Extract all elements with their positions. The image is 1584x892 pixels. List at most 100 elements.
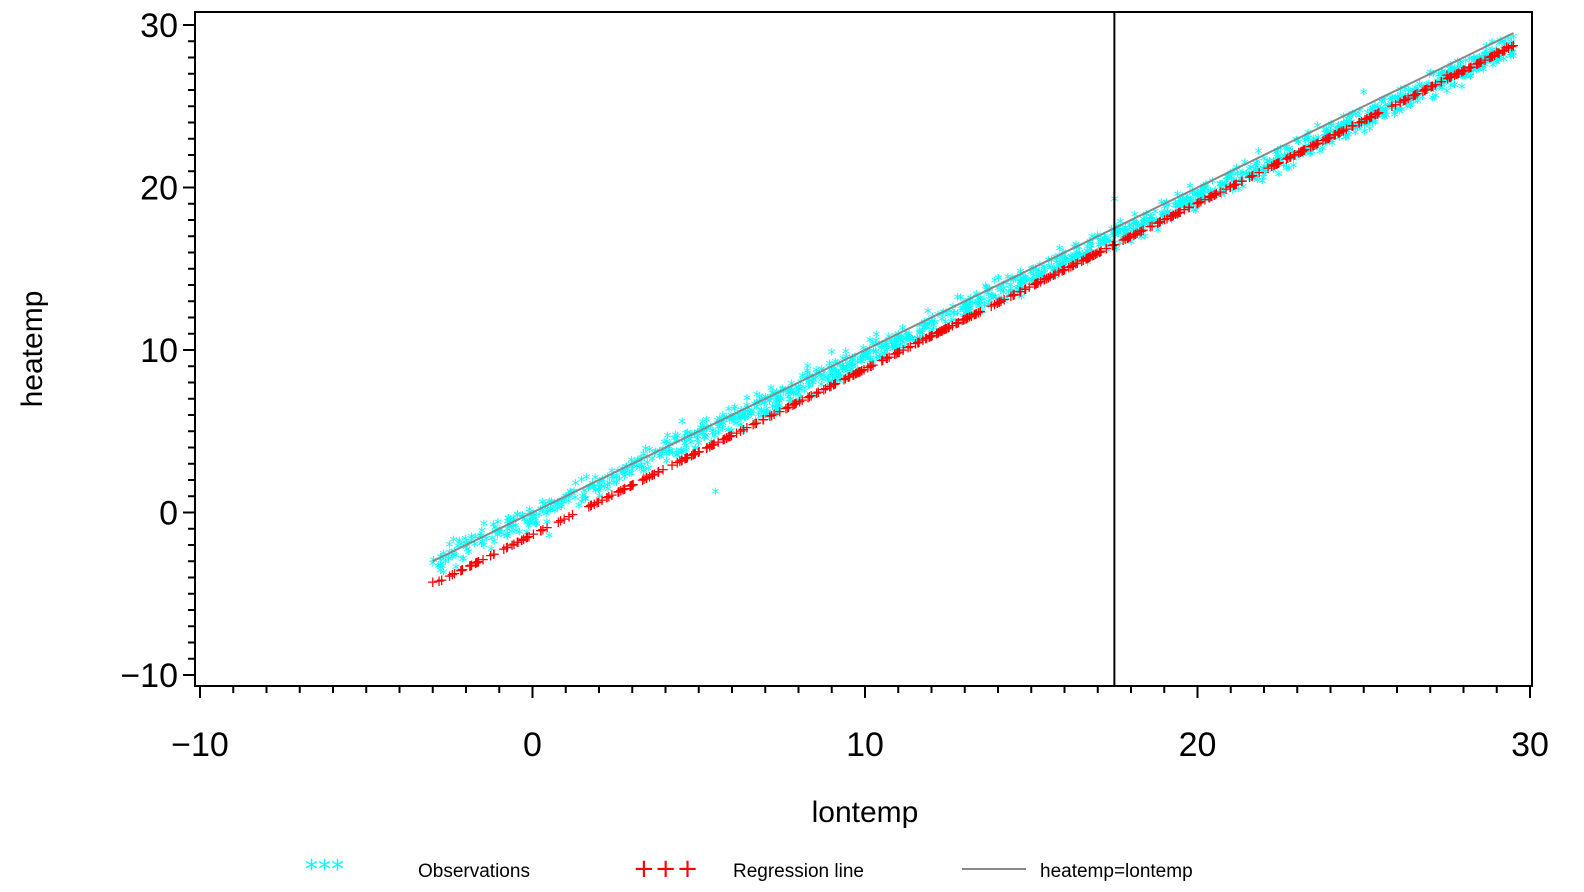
observation-point: * xyxy=(921,318,929,337)
regression-point: + xyxy=(931,324,944,342)
observation-point: * xyxy=(1507,37,1515,56)
observation-point: * xyxy=(1056,256,1064,275)
observation-point: * xyxy=(900,339,908,358)
observation-point: * xyxy=(753,395,761,414)
observation-point: * xyxy=(848,352,856,371)
regression-point: + xyxy=(707,436,720,454)
regression-point: + xyxy=(853,363,866,381)
observation-point: * xyxy=(1371,99,1379,118)
observation-point: * xyxy=(1202,178,1210,197)
regression-point: + xyxy=(998,291,1011,309)
regression-point: + xyxy=(952,313,965,331)
regression-point: + xyxy=(734,422,747,440)
observation-point: * xyxy=(1113,223,1121,242)
observation-point: * xyxy=(1352,106,1360,125)
observation-point: * xyxy=(725,401,733,420)
observation-point: * xyxy=(813,366,821,385)
observation-point: * xyxy=(619,465,627,484)
observation-point: * xyxy=(928,310,936,329)
observation-point: * xyxy=(1493,55,1501,74)
observation-point: * xyxy=(1253,154,1261,173)
observation-point: * xyxy=(839,360,847,379)
observation-point: * xyxy=(907,332,915,351)
observation-point: * xyxy=(1253,173,1261,192)
observation-point: * xyxy=(707,434,715,453)
observation-point: * xyxy=(946,304,954,323)
observation-point: * xyxy=(1269,162,1277,181)
legend-identity-label: heatemp=lontemp xyxy=(1040,861,1193,882)
observation-point: * xyxy=(1307,141,1315,160)
observation-point: * xyxy=(1501,34,1509,53)
observation-point: * xyxy=(1477,49,1485,68)
observation-point: * xyxy=(1447,57,1455,76)
observation-point: * xyxy=(1509,45,1517,64)
observation-point: * xyxy=(542,506,550,525)
regression-point: + xyxy=(747,416,760,434)
regression-point: + xyxy=(757,411,770,429)
observation-point: * xyxy=(1086,236,1094,255)
observation-point: * xyxy=(1140,215,1148,234)
observation-point: * xyxy=(1436,80,1444,99)
observation-point: * xyxy=(753,387,761,406)
regression-point: + xyxy=(517,530,530,548)
observation-point: * xyxy=(571,490,579,509)
observation-point: * xyxy=(557,497,565,516)
observation-point: * xyxy=(1498,34,1506,53)
observation-point: * xyxy=(1346,113,1354,132)
observation-point: * xyxy=(881,335,889,354)
observation-point: * xyxy=(1452,65,1460,84)
observation-point: * xyxy=(1470,51,1478,70)
observation-point: * xyxy=(1061,250,1069,269)
observation-point: * xyxy=(452,548,460,567)
regression-point: + xyxy=(1445,68,1458,86)
y-tick-label: 30 xyxy=(140,7,178,45)
regression-point: + xyxy=(506,536,519,554)
regression-point: + xyxy=(1227,176,1240,194)
regression-point: + xyxy=(1483,49,1496,67)
observation-point: * xyxy=(1396,104,1404,123)
series-observations: * ************* **************************… xyxy=(429,29,1518,583)
observation-point: * xyxy=(1387,92,1395,111)
observation-point: * xyxy=(938,312,946,331)
regression-point: + xyxy=(1067,256,1080,274)
regression-point: + xyxy=(802,388,815,406)
observation-point: * xyxy=(627,466,635,485)
observation-point: * xyxy=(1388,91,1396,110)
observation-point: * xyxy=(462,539,470,558)
observation-point: * xyxy=(878,339,886,358)
observation-point: * xyxy=(859,352,867,371)
observation-point: * xyxy=(1486,49,1494,68)
observation-point: * xyxy=(867,351,875,370)
observation-point: * xyxy=(1451,77,1459,96)
regression-point: + xyxy=(1329,125,1342,143)
observation-point: * xyxy=(714,419,722,438)
observation-point: * xyxy=(1378,92,1386,111)
regression-point: + xyxy=(689,445,702,463)
observation-point: * xyxy=(1147,209,1155,228)
observation-point: * xyxy=(434,558,442,577)
observation-point: * xyxy=(525,515,533,534)
observation-point: * xyxy=(1479,58,1487,77)
regression-point: + xyxy=(1402,89,1415,107)
regression-point: + xyxy=(1322,129,1335,147)
observation-point: * xyxy=(1104,242,1112,261)
observation-point: * xyxy=(1280,157,1288,176)
observation-point: * xyxy=(1412,84,1420,103)
observation-point: * xyxy=(1018,275,1026,294)
observation-point: * xyxy=(1068,251,1076,270)
observation-point: * xyxy=(740,423,748,442)
observation-point: * xyxy=(896,337,904,356)
observation-point: * xyxy=(1452,67,1460,86)
observation-point: * xyxy=(539,502,547,521)
observation-point: * xyxy=(765,409,773,428)
observation-point: * xyxy=(1179,192,1187,211)
observation-point: * xyxy=(1235,182,1243,201)
legend: *** Observations +++ Regression line hea… xyxy=(305,854,1193,885)
observation-point: * xyxy=(1332,124,1340,143)
observation-point: * xyxy=(839,362,847,381)
observation-point: * xyxy=(1073,240,1081,259)
observation-point: * xyxy=(663,454,671,473)
observation-point: * xyxy=(1411,80,1419,99)
observation-point: * xyxy=(1037,267,1045,286)
observation-point: * xyxy=(737,410,745,429)
